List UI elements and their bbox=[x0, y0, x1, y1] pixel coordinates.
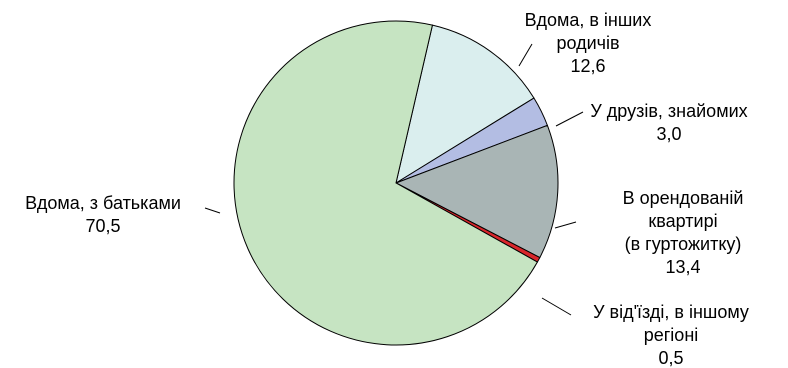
slice-label-3: В орендованій bbox=[623, 188, 744, 208]
slice-labels: Вдома, з батьками 70,5 Вдома, в інших родич… bbox=[25, 10, 749, 368]
slice-label-0: Вдома, з батьками bbox=[25, 193, 181, 213]
slice-label-1: родичів bbox=[556, 33, 619, 53]
slice-value-3: 13,4 bbox=[665, 257, 700, 277]
leader-line-1 bbox=[518, 43, 533, 67]
leader-line-0 bbox=[204, 207, 221, 214]
leader-line-2 bbox=[555, 111, 584, 127]
pie-slice-1 bbox=[395, 24, 535, 185]
slice-label-2: У друзів, знайомих bbox=[590, 101, 747, 121]
leader-line-4 bbox=[541, 297, 572, 316]
slice-label-1: Вдома, в інших bbox=[525, 10, 652, 30]
slice-label-4: регіоні bbox=[644, 325, 699, 345]
slice-label-3: квартирі bbox=[648, 211, 717, 231]
slice-label-4: У від'їзді, в іншому bbox=[593, 302, 749, 322]
slice-value-4: 0,5 bbox=[658, 348, 683, 368]
pie-slice-0 bbox=[233, 20, 539, 346]
slice-label-3: (в гуртожитку) bbox=[625, 234, 742, 254]
slice-value-1: 12,6 bbox=[570, 56, 605, 76]
leader-line-3 bbox=[554, 221, 577, 229]
slice-value-2: 3,0 bbox=[656, 124, 681, 144]
pie-slices bbox=[233, 20, 559, 346]
slice-value-0: 70,5 bbox=[85, 216, 120, 236]
leader-lines bbox=[204, 43, 584, 316]
pie-slice-3 bbox=[394, 124, 559, 259]
